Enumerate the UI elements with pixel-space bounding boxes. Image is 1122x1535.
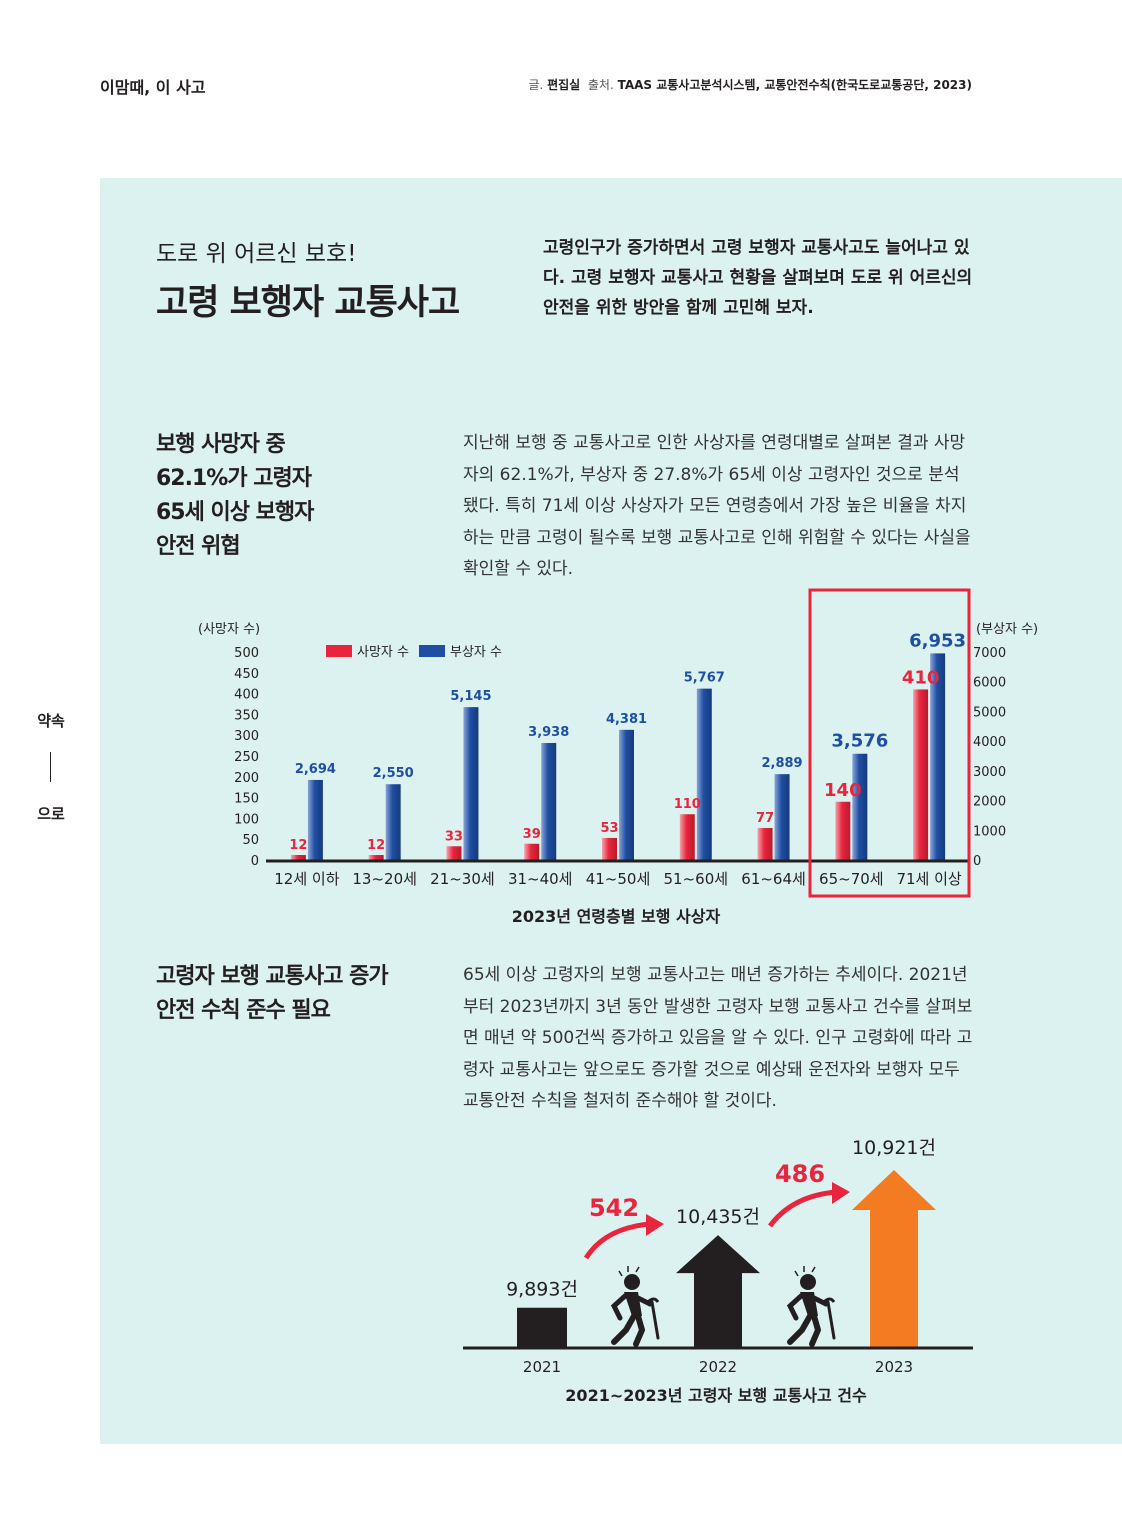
intro-text: 고령인구가 증가하면서 고령 보행자 교통사고도 늘어나고 있다. 고령 보행자… xyxy=(543,238,973,318)
section1-heading-line: 62.1%가 고령자 xyxy=(156,466,312,491)
section1-heading-line: 안전 위협 xyxy=(156,534,241,559)
section1-heading-line: 보행 사망자 중 xyxy=(156,432,286,457)
credit-line: 글. 편집실 출처. TAAS 교통사고분석시스템, 교통안전수칙(한국도로교통… xyxy=(528,76,972,93)
article-subtitle: 도로 위 어르신 보호! xyxy=(156,241,357,267)
side-tab-divider xyxy=(50,752,51,782)
section1-heading: 보행 사망자 중 62.1%가 고령자 65세 이상 보행자 안전 위협 xyxy=(156,428,416,564)
section1-body: 지난해 보행 중 교통사고로 인한 사상자를 연령대별로 살펴본 결과 사망자의… xyxy=(463,433,971,579)
side-tab-top: 약속 xyxy=(37,712,65,730)
section2-heading-line: 고령자 보행 교통사고 증가 xyxy=(156,964,389,989)
side-tab-bottom: 으로 xyxy=(37,805,65,823)
writer: 편집실 xyxy=(547,78,581,92)
section-label: 이맘때, 이 사고 xyxy=(100,78,206,97)
source-label: 출처. xyxy=(587,78,614,92)
section2-heading-line: 안전 수칙 준수 필요 xyxy=(156,998,331,1023)
section2-heading: 고령자 보행 교통사고 증가 안전 수칙 준수 필요 xyxy=(156,960,446,1028)
writer-label: 글. xyxy=(528,78,544,92)
article-title: 고령 보행자 교통사고 xyxy=(156,283,460,323)
section1-heading-line: 65세 이상 보행자 xyxy=(156,500,314,525)
source: TAAS 교통사고분석시스템, 교통안전수칙(한국도로교통공단, 2023) xyxy=(617,78,972,92)
content-panel xyxy=(100,178,1122,1444)
section2-body: 65세 이상 고령자의 보행 교통사고는 매년 증가하는 추세이다. 2021년… xyxy=(463,965,973,1111)
